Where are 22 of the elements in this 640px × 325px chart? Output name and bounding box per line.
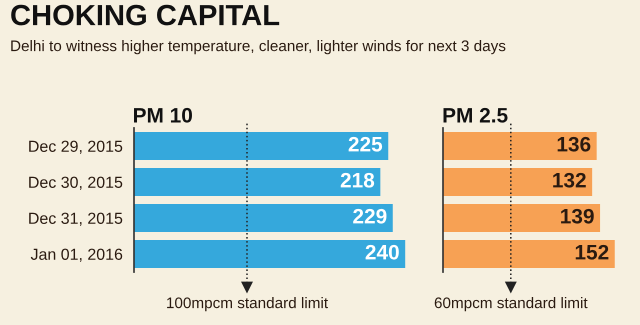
data-label: 136 [558,136,590,152]
y-tick-label: Dec 31, 2015 [29,212,122,226]
y-tick-label: Jan 01, 2016 [30,248,122,262]
data-label: 229 [353,208,386,224]
data-label: 240 [366,244,399,260]
bar [443,168,592,196]
data-label: 225 [348,136,382,152]
text: CHOKING CAPITAL [11,4,280,26]
chart-title: PM 10 [134,108,192,123]
ref-line-label: 100mpcm standard limit [167,297,328,312]
ref-line-label: 60mpcm standard limit [434,297,588,312]
y-tick-label: Dec 29, 2015 [29,140,122,154]
chart-title: PM 2.5 [444,108,508,123]
data-label: 152 [576,244,608,260]
data-label: 132 [553,172,586,188]
data-label: 139 [561,208,594,224]
bar [443,204,600,232]
bar [443,240,615,268]
bar [443,132,597,160]
data-label: 218 [340,172,374,188]
y-tick-label: Dec 30, 2015 [29,176,122,190]
text: Delhi to witness higher temperature, cleaner, lighter winds for next 3 days [11,40,506,54]
